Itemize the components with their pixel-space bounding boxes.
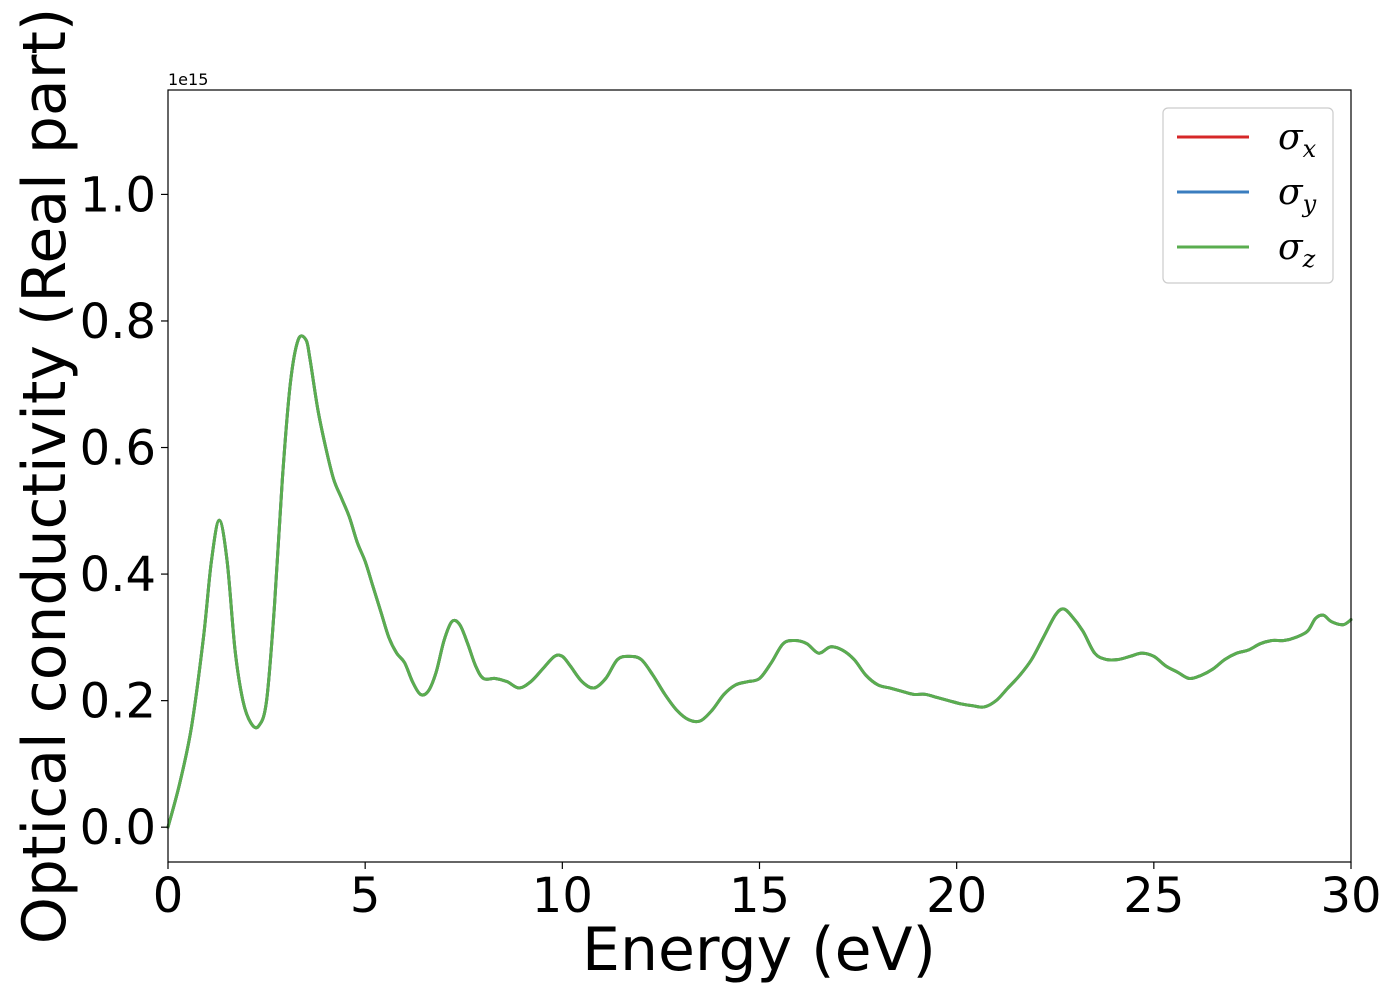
x-axis: 0 5 10 15 20 25 30 — [153, 862, 1382, 924]
y-offset-text: 1e15 — [168, 70, 208, 89]
series-lines — [166, 334, 1353, 829]
legend-box — [1162, 107, 1334, 284]
series-line-sigma-x — [166, 334, 1353, 829]
y-axis-title: Optical conductivity (Real part) — [10, 8, 80, 945]
y-tick-label: 0.4 — [80, 547, 156, 603]
series-line-sigma-y — [166, 334, 1353, 829]
y-tick-label: 1.0 — [80, 167, 156, 223]
x-tick-label: 10 — [532, 868, 593, 924]
legend-label-sigma-x: σx — [1278, 117, 1317, 163]
legend: σx σy σz — [1162, 107, 1334, 284]
legend-label-sigma-y: σy — [1278, 172, 1317, 218]
x-tick-label: 20 — [926, 868, 987, 924]
y-tick-label: 0.6 — [80, 421, 156, 477]
series-line-sigma-z — [166, 334, 1353, 829]
x-tick-label: 25 — [1123, 868, 1184, 924]
x-tick-label: 0 — [153, 868, 184, 924]
x-tick-label: 15 — [729, 868, 790, 924]
y-tick-label: 0.0 — [80, 800, 156, 856]
y-tick-label: 0.2 — [80, 674, 156, 730]
x-tick-label: 30 — [1320, 868, 1381, 924]
y-tick-label: 0.8 — [80, 294, 156, 350]
x-tick-label: 5 — [350, 868, 381, 924]
legend-label-sigma-z: σz — [1278, 227, 1316, 273]
x-axis-title: Energy (eV) — [582, 915, 936, 985]
y-axis: 0.0 0.2 0.4 0.6 0.8 1.0 — [80, 167, 168, 856]
